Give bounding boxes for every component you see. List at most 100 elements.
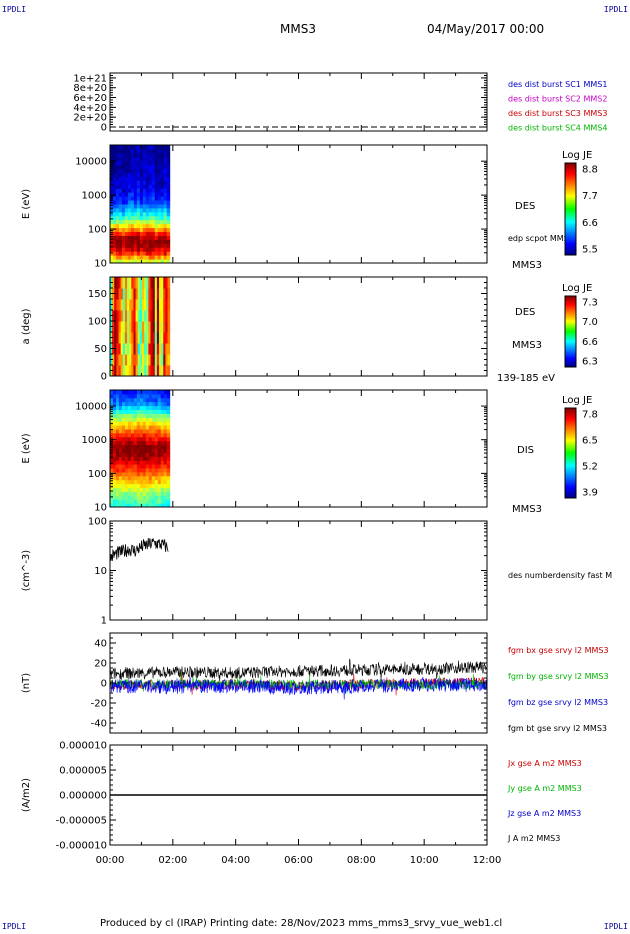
p2-cell xyxy=(154,192,159,197)
p4-cell xyxy=(142,487,147,492)
p2-cell xyxy=(166,223,171,229)
p2-cell xyxy=(121,176,126,181)
p2-cell xyxy=(151,184,156,189)
p2-cell xyxy=(154,223,159,229)
p3-cell xyxy=(156,343,160,355)
p2-cell xyxy=(154,259,159,264)
p2-cell xyxy=(160,172,165,177)
p3-cell xyxy=(116,288,120,300)
p2-cell xyxy=(142,200,147,205)
p3-cell xyxy=(114,365,117,377)
p4-cell xyxy=(121,468,126,473)
p4-cell xyxy=(157,413,162,418)
p2-cell xyxy=(124,251,129,256)
p3-spectrogram xyxy=(110,277,171,377)
p4-cell xyxy=(136,452,141,457)
p4-cell xyxy=(121,495,126,500)
p3-cell xyxy=(124,365,128,377)
p4-cell xyxy=(139,456,144,461)
p4-cell xyxy=(157,452,162,457)
p6-legend-item: fgm bt gse srvy l2 MMS3 xyxy=(508,724,607,733)
p4-cell xyxy=(139,479,144,485)
p4-cell xyxy=(110,425,114,430)
p4-cell xyxy=(136,425,141,430)
p2-cell xyxy=(127,239,132,244)
p3-cell xyxy=(135,354,139,366)
p2-cell xyxy=(151,239,156,244)
p1-ytick-label: 2e+20 xyxy=(73,113,107,124)
p2-cell xyxy=(115,239,120,244)
p2-cell xyxy=(133,148,138,154)
p4-cell xyxy=(160,401,165,407)
p3-cell xyxy=(141,277,145,289)
p2-cell xyxy=(148,204,153,209)
p2-cell xyxy=(145,172,150,177)
p4-cell xyxy=(118,499,123,504)
p6-ylabel: (nT) xyxy=(21,673,32,693)
p2-cell xyxy=(112,235,117,240)
p4-cell xyxy=(130,417,135,422)
p3-cell xyxy=(112,299,115,311)
p2-cell xyxy=(115,196,120,201)
p2-cell xyxy=(157,164,162,170)
p4-cell xyxy=(130,479,135,485)
p4-cell xyxy=(166,456,171,461)
p2-cell xyxy=(154,255,159,260)
p4-cell xyxy=(154,471,159,477)
p2-cell xyxy=(154,176,159,181)
p2-cell xyxy=(115,152,120,158)
p4-cell xyxy=(136,503,141,508)
p4-cell xyxy=(139,495,144,500)
p4-cell xyxy=(124,499,129,504)
p2-cell xyxy=(142,251,147,256)
p2-cell xyxy=(115,180,120,185)
p4-cell xyxy=(151,425,156,430)
p4-cell xyxy=(136,440,141,446)
p2-cell xyxy=(166,184,171,189)
p2-cell xyxy=(115,251,120,256)
p2-cell xyxy=(160,152,165,158)
p2-cell xyxy=(163,207,168,213)
p4-cell xyxy=(148,444,153,449)
p3-cell xyxy=(112,321,115,333)
p4-cell xyxy=(112,425,117,430)
p2-cell xyxy=(130,148,135,154)
p2-cell xyxy=(157,247,162,252)
p4-cell xyxy=(166,479,171,485)
p3-cell xyxy=(167,365,171,377)
p3-cell xyxy=(163,321,166,333)
p3-cell xyxy=(129,277,132,289)
p2-cell xyxy=(112,200,117,205)
p2-cell xyxy=(160,200,165,205)
p3-cell xyxy=(146,332,149,344)
p4-cell xyxy=(166,432,171,438)
p3-cell xyxy=(127,288,130,300)
p4-cell xyxy=(160,429,165,434)
p2-cell xyxy=(133,255,138,260)
p2-cell xyxy=(148,160,153,166)
p4-cell xyxy=(148,417,153,422)
p2-cell xyxy=(139,247,144,252)
p3-cell xyxy=(137,277,141,289)
p1-legend-item: des dist burst SC2 MMS2 xyxy=(508,95,607,104)
p2-cell xyxy=(127,231,132,236)
p2-cell xyxy=(157,188,162,193)
p2-cell xyxy=(157,251,162,256)
p3-cell xyxy=(165,343,169,355)
p4-cell xyxy=(136,468,141,473)
p2-cell xyxy=(148,255,153,260)
p3-cell xyxy=(118,310,122,322)
p4-cell xyxy=(154,397,159,403)
p2-cell xyxy=(121,207,126,213)
p4-cell xyxy=(166,503,171,508)
p6-legend-item: fgm by gse srvy l2 MMS3 xyxy=(508,672,609,681)
p4-cell xyxy=(121,432,126,438)
p2-cell xyxy=(154,235,159,240)
p2-cell xyxy=(112,148,117,154)
p2-cell xyxy=(145,251,150,256)
p4-cell xyxy=(139,436,144,442)
p3-cell xyxy=(112,277,115,289)
p3-cell xyxy=(152,321,156,333)
p2-cell xyxy=(118,219,123,225)
p4-cell xyxy=(130,397,135,403)
